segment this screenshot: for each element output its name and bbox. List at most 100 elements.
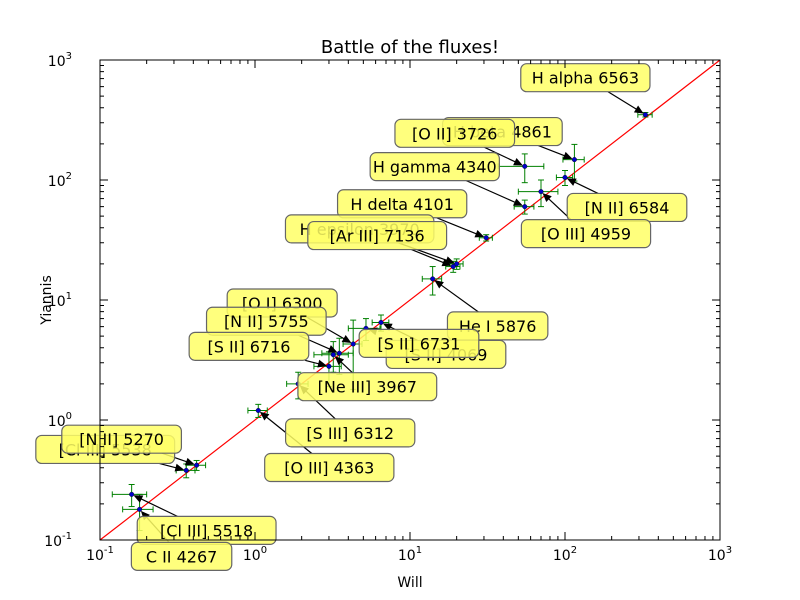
- annotation-s-ii-6731: [S II] 6731: [358, 328, 480, 358]
- annotation-cl-iii-5518: [Cl III] 5518: [136, 515, 277, 545]
- arrow-he-i-5876: [438, 283, 479, 313]
- arrow-head: [513, 158, 523, 166]
- point-cl-iii-5518: [129, 491, 135, 497]
- arrow-h-alpha-6563: [607, 91, 639, 112]
- x-tick-label: 100: [243, 545, 267, 564]
- point-o-iii-4959: [538, 189, 544, 195]
- point-o-iii-4363: [255, 407, 261, 413]
- arrow-head: [434, 280, 444, 289]
- arrow-head: [317, 359, 328, 368]
- annotations: H alpha 6563H beta 4861[O II] 3726[N II]…: [35, 63, 688, 571]
- annotation-box: [264, 452, 395, 483]
- point-h-delta-4101: [483, 235, 489, 241]
- annotation-ne-iii-3967: [Ne III] 3967: [297, 372, 438, 402]
- annotation-box: [358, 328, 480, 358]
- annotation-label: [O III] 4363: [284, 458, 374, 477]
- arrow-head: [382, 323, 393, 331]
- arrow-head: [474, 229, 485, 238]
- x-tick-label: 103: [708, 545, 732, 564]
- point-s-ii-4069: [378, 319, 384, 325]
- point-n-ii-5755: [336, 350, 342, 356]
- annotation-label: [N II] 5755: [224, 312, 309, 331]
- point-cl-iii-5538: [183, 467, 189, 473]
- arrow-head: [184, 457, 195, 466]
- annotation-box: [285, 418, 416, 448]
- annotation-h-delta-4101: H delta 4101: [336, 189, 468, 219]
- annotation-s-iii-6312: [S III] 6312: [285, 418, 416, 448]
- annotation-label: H delta 4101: [350, 195, 453, 214]
- arrow-h-delta-4101: [436, 217, 479, 236]
- annotation-label: C II 4267: [146, 547, 218, 566]
- annotation-label: H alpha 6563: [532, 69, 639, 88]
- point-ar-iii-7136: [450, 264, 456, 270]
- arrow-head: [174, 463, 185, 472]
- arrow-head: [140, 510, 150, 521]
- arrow-ar-iii-7136: [411, 248, 447, 265]
- point-o-ii-3726: [522, 163, 528, 169]
- arrow-head: [133, 495, 144, 503]
- annotation-label: [S II] 6716: [207, 337, 290, 356]
- arrow-head: [513, 198, 523, 206]
- annotation-label: [Ar III] 7136: [330, 227, 425, 246]
- annotation-box: [520, 63, 651, 93]
- annotation-c-ii-4267: C II 4267: [130, 541, 233, 571]
- annotation-box: [130, 541, 233, 571]
- annotation-label: [O II] 3726: [412, 124, 497, 143]
- x-tick-label: 101: [398, 545, 422, 564]
- annotation-box: [394, 118, 516, 148]
- arrow-head: [259, 411, 270, 421]
- point-n-ii-6584: [562, 174, 568, 180]
- annotation-n-ii-5755: [N II] 5755: [205, 306, 327, 336]
- point-o-i-6300: [350, 341, 356, 347]
- annotation-label: [N II] 6584: [585, 198, 670, 217]
- arrow-head: [566, 178, 577, 186]
- arrow-n-ii-6584: [571, 180, 599, 194]
- annotation-box: [61, 424, 183, 454]
- annotation-label: [S III] 6312: [306, 424, 394, 443]
- y-tick-label: 103: [48, 51, 72, 70]
- annotation-label: [S II] 6731: [377, 334, 460, 353]
- annotation-box: [307, 220, 448, 251]
- annotation-label: [N II] 5270: [79, 430, 164, 449]
- arrow-o-ii-3726: [484, 146, 518, 164]
- chart-title: Battle of the fluxes!: [321, 37, 499, 58]
- arrow-head: [334, 356, 345, 366]
- point-n-ii-5270: [194, 462, 200, 468]
- annotation-h-gamma-4340: H gamma 4340: [369, 152, 500, 182]
- arrow-head: [441, 258, 452, 267]
- annotation-label: He I 5876: [459, 317, 536, 336]
- annotation-label: [O III] 4959: [541, 225, 631, 244]
- point-s-ii-6716: [326, 363, 332, 369]
- arrow-head: [327, 345, 338, 353]
- y-tick-label: 10-1: [44, 531, 72, 550]
- arrow-head: [562, 151, 573, 160]
- annotation-o-iii-4363: [O III] 4363: [264, 452, 395, 483]
- one-to-one-line: [99, 59, 721, 541]
- annotation-box: [369, 152, 500, 182]
- point-h-epsilon-3970: [454, 261, 460, 267]
- x-tick-label: 102: [553, 545, 577, 564]
- annotation-ar-iii-7136: [Ar III] 7136: [307, 220, 448, 251]
- arrow-head: [542, 192, 552, 203]
- arrow-h-gamma-4340: [466, 180, 518, 204]
- x-axis-label: Will: [397, 575, 422, 591]
- y-axis-label: Yiannis: [39, 275, 55, 325]
- arrow-cl-iii-5518: [138, 497, 178, 517]
- y-tick-label: 102: [48, 171, 72, 190]
- x-tick-label: 10-1: [86, 545, 114, 564]
- point-h-alpha-6563: [642, 112, 648, 118]
- annotation-o-ii-3726: [O II] 3726: [394, 118, 516, 148]
- annotation-box: [297, 372, 438, 402]
- annotation-box: [520, 219, 652, 249]
- annotation-o-iii-4959: [O III] 4959: [520, 219, 652, 249]
- annotation-label: [Cl III] 5518: [160, 521, 253, 540]
- arrow-h-beta-4861: [538, 145, 568, 158]
- annotation-box: [188, 331, 310, 361]
- point-h-beta-4861: [571, 157, 577, 163]
- arrow-head: [633, 105, 644, 114]
- arrow-ne-iii-3967: [338, 359, 353, 374]
- arrow-head: [341, 335, 352, 343]
- annotation-n-ii-5270: [N II] 5270: [61, 424, 183, 454]
- data-points: [129, 112, 648, 512]
